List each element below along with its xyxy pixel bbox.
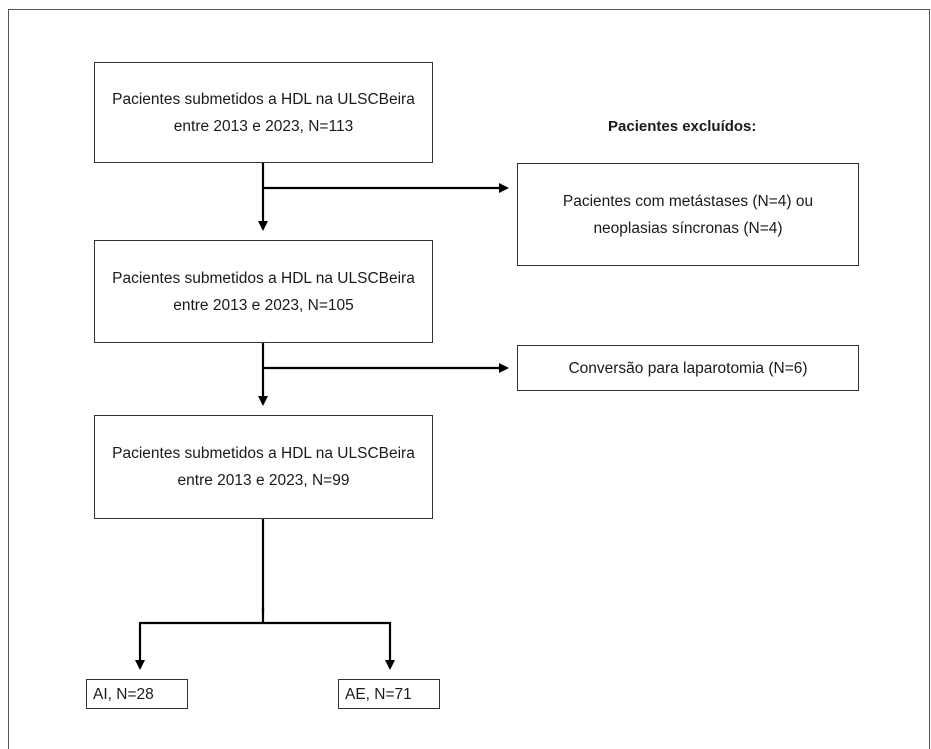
excluded-heading: Pacientes excluídos: (608, 118, 757, 135)
step3-box: Pacientes submetidos a HDL na ULSCBeira … (94, 415, 433, 519)
step2-text: Pacientes submetidos a HDL na ULSCBeira … (112, 269, 415, 314)
step3-text: Pacientes submetidos a HDL na ULSCBeira … (112, 445, 415, 489)
step2-box: Pacientes submetidos a HDL na ULSCBeira … (94, 240, 433, 343)
excluded2-box: Conversão para laparotomia (N=6) (517, 345, 859, 391)
step1-text: Pacientes submetidos a HDL na ULSCBeira … (112, 90, 415, 135)
group-ae-text: AE, N=71 (345, 685, 412, 703)
step1-box: Pacientes submetidos a HDL na ULSCBeira … (94, 62, 433, 163)
group-ai-box: AI, N=28 (86, 679, 188, 709)
excluded1-box: Pacientes com metástases (N=4) ou neopla… (517, 163, 859, 266)
excluded1-text: Pacientes com metástases (N=4) ou neopla… (562, 192, 814, 237)
group-ai-text: AI, N=28 (93, 685, 154, 703)
excluded2-text: Conversão para laparotomia (N=6) (568, 359, 808, 377)
group-ae-box: AE, N=71 (338, 679, 440, 709)
diagram-frame (8, 9, 930, 749)
